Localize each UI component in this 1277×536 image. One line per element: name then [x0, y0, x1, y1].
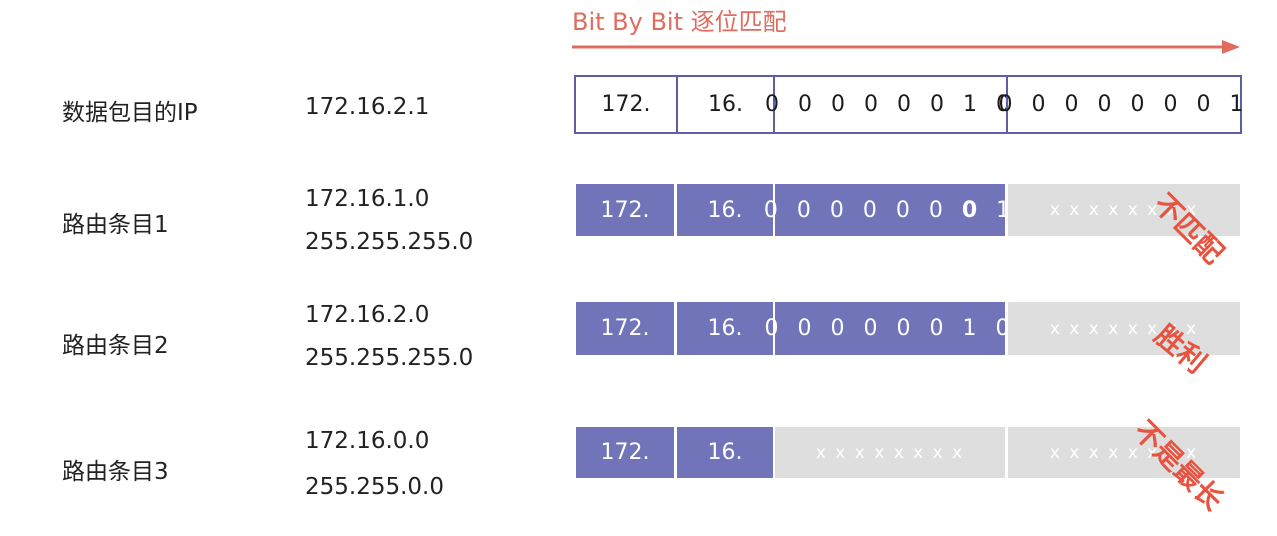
- partial-match-bits-cell: 0 0 0 0 0 0 0 1: [764, 184, 1010, 236]
- row-label: 数据包目的IP: [62, 100, 198, 126]
- matched-octet-cell: 16.: [677, 427, 773, 478]
- trailing-bit: 1: [983, 197, 1017, 223]
- row-label: 路由条目2: [62, 333, 169, 359]
- matched-octet-cell: 172.: [576, 184, 674, 236]
- direction-arrow: [572, 40, 1240, 54]
- matched-bits-cell: 0 0 0 0 0 0 1 0: [765, 302, 1009, 355]
- unmatched-octet-cell: x x x x x x x x: [1008, 184, 1240, 236]
- octet-cell: 16.: [676, 75, 775, 134]
- row-mask: 255.255.255.0: [305, 345, 474, 371]
- mismatch-bit: 0: [961, 197, 984, 223]
- row-address: 172.16.0.0: [305, 428, 430, 454]
- row-address: 172.16.2.1: [305, 94, 430, 120]
- row-label: 路由条目3: [62, 459, 169, 485]
- row-label: 路由条目1: [62, 212, 169, 238]
- matched-octet-cell: 16.: [677, 302, 773, 355]
- matched-octet-cell: 16.: [677, 184, 773, 236]
- octet-cell: 172.: [574, 75, 678, 134]
- row-mask: 255.255.0.0: [305, 474, 444, 500]
- row-address: 172.16.2.0: [305, 302, 430, 328]
- matched-octet-cell: 172.: [576, 302, 674, 355]
- matching-bits: 0 0 0 0 0 0: [763, 197, 962, 223]
- bit-by-bit-title: Bit By Bit 逐位匹配: [572, 8, 787, 36]
- octet-bits-cell: 0 0 0 0 0 0 1 0: [765, 75, 1010, 134]
- matched-octet-cell: 172.: [576, 427, 674, 478]
- unmatched-octet-cell: x x x x x x x x: [1008, 302, 1240, 355]
- unmatched-octet-cell: x x x x x x x x: [775, 427, 1005, 478]
- unmatched-octet-cell: x x x x x x x x: [1008, 427, 1240, 478]
- row-mask: 255.255.255.0: [305, 229, 474, 255]
- octet-bits-cell: 0 0 0 0 0 0 0 1: [999, 75, 1243, 134]
- row-address: 172.16.1.0: [305, 186, 430, 212]
